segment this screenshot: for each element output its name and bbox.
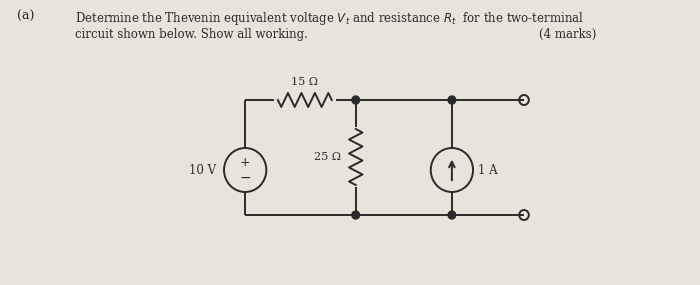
Circle shape (448, 211, 456, 219)
Text: +: + (240, 156, 251, 170)
Text: 1 A: 1 A (478, 164, 498, 176)
Text: 10 V: 10 V (189, 164, 216, 176)
Circle shape (352, 96, 360, 104)
Text: circuit shown below. Show all working.: circuit shown below. Show all working. (75, 28, 308, 41)
Circle shape (448, 96, 456, 104)
Text: −: − (239, 171, 251, 185)
Text: (4 marks): (4 marks) (539, 28, 596, 41)
Circle shape (352, 211, 360, 219)
Text: Determine the Thevenin equivalent voltage $V_t$ and resistance $R_t$  for the tw: Determine the Thevenin equivalent voltag… (75, 10, 584, 27)
Text: (a): (a) (18, 10, 35, 23)
Text: 25 Ω: 25 Ω (314, 152, 342, 162)
Text: 15 Ω: 15 Ω (291, 77, 318, 87)
